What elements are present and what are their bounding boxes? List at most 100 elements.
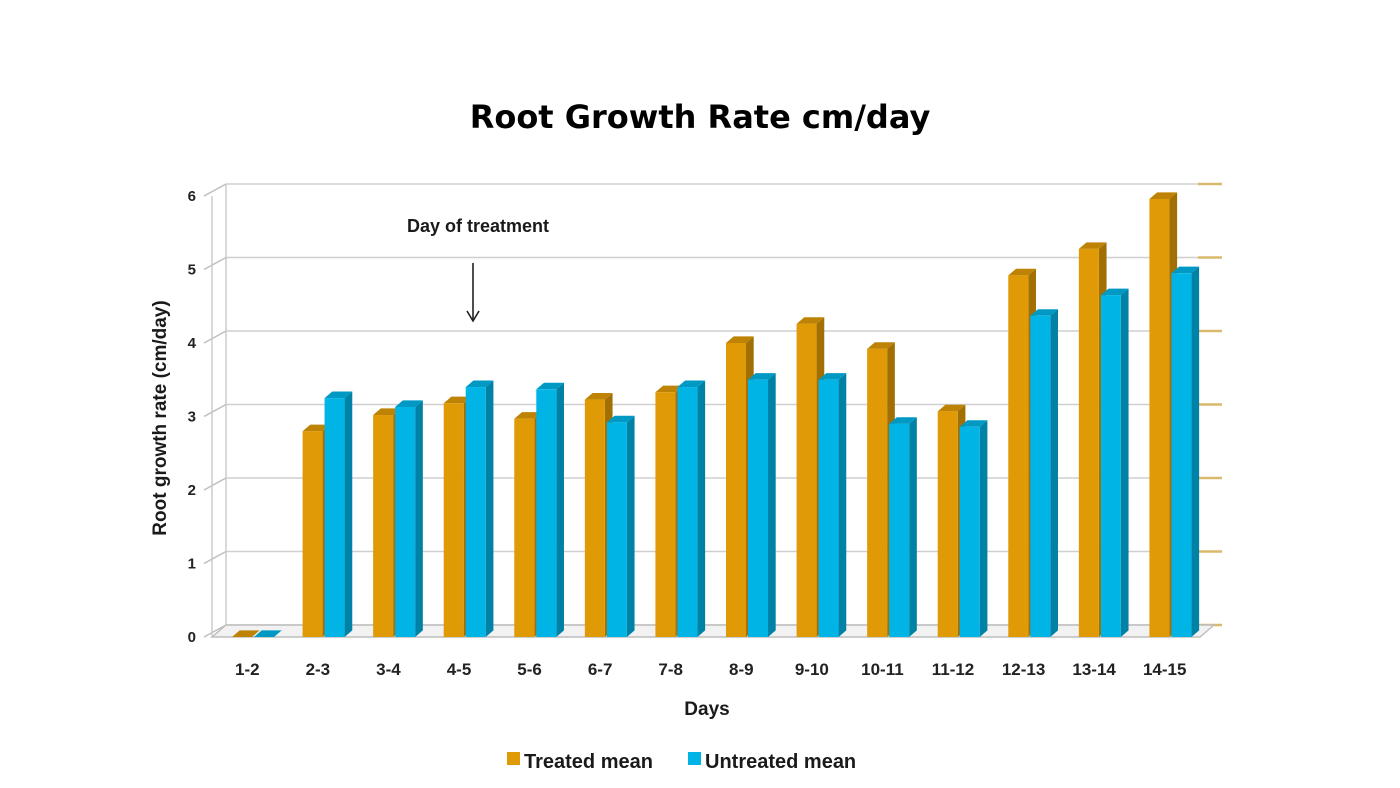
bar-front <box>677 387 698 637</box>
x-tick-label: 13-14 <box>1072 660 1116 679</box>
bar-top <box>937 404 966 412</box>
bar <box>959 420 988 637</box>
bar-top <box>606 415 635 423</box>
bar-front <box>514 418 535 637</box>
treatment-arrow-icon <box>466 263 480 323</box>
x-tick-label: 11-12 <box>932 660 975 679</box>
gridline-depth <box>203 477 227 491</box>
gridline-depth <box>203 330 227 344</box>
bar-top <box>302 424 331 432</box>
bar <box>395 400 423 637</box>
bar-front <box>959 426 980 637</box>
bar-side <box>485 380 494 637</box>
bar-front <box>324 398 345 637</box>
bar-side <box>1120 288 1129 637</box>
bar-top <box>889 417 917 424</box>
y-axis-label: Root growth rate (cm/day) <box>150 300 171 535</box>
bar-front <box>937 411 958 637</box>
y-tick-label: 2 <box>188 482 196 499</box>
bar-side <box>626 415 635 637</box>
bars <box>232 192 1200 638</box>
gridline-depth <box>203 256 227 271</box>
bar-front <box>748 379 768 637</box>
bar <box>677 380 706 637</box>
legend-swatch-treated <box>507 752 520 765</box>
bar-front <box>443 403 464 637</box>
bar-front <box>1030 315 1051 637</box>
y-tick-label: 1 <box>188 556 196 573</box>
bar <box>465 380 494 637</box>
bar-top <box>818 373 847 380</box>
bar-top <box>536 382 564 390</box>
gridline-depth <box>203 403 227 418</box>
bar-side <box>838 373 847 637</box>
bar-side <box>556 382 564 637</box>
bar-top <box>1149 192 1178 199</box>
bar-front <box>1171 273 1192 637</box>
x-tick-label: 10-11 <box>861 660 904 679</box>
legend-label-untreated: Untreated mean <box>705 751 856 773</box>
y-tick-label: 0 <box>188 629 196 646</box>
gridline-depth <box>203 550 227 565</box>
bar-top <box>232 630 260 637</box>
y-tick-label: 4 <box>188 335 197 352</box>
bar-front <box>536 389 557 637</box>
treatment-annotation: Day of treatment <box>407 216 549 236</box>
bar-side <box>344 391 353 637</box>
bar <box>818 373 847 637</box>
bar-side <box>697 380 706 637</box>
bar-side <box>415 400 423 637</box>
bar-top <box>514 412 542 419</box>
bar-top <box>726 336 754 343</box>
bar-front <box>302 431 323 637</box>
legend: Treated mean Untreated mean <box>507 751 856 773</box>
x-tick-label: 3-4 <box>376 660 401 679</box>
bar-front <box>818 379 839 637</box>
x-tick-label: 12-13 <box>1002 660 1045 679</box>
bar-top <box>1008 268 1036 276</box>
bar-front <box>1149 198 1170 637</box>
x-tick-label: 8-9 <box>729 660 754 679</box>
bar <box>1171 266 1200 637</box>
bar-front <box>395 406 416 637</box>
bar <box>232 630 260 638</box>
bar-side <box>979 420 988 637</box>
x-tick-label: 5-6 <box>517 660 542 679</box>
bar-top <box>677 380 706 388</box>
bar <box>748 373 776 637</box>
chart-title: Root Growth Rate cm/day <box>469 98 931 136</box>
gridline-depth <box>203 624 227 638</box>
bar <box>254 630 282 638</box>
bar-front <box>867 348 888 637</box>
bar-front <box>1078 248 1099 638</box>
bar-top <box>465 380 494 388</box>
bar <box>1030 309 1058 637</box>
x-tick-label: 2-3 <box>306 660 331 679</box>
bar-top <box>1100 288 1129 296</box>
legend-label-treated: Treated mean <box>524 751 653 773</box>
y-tick-label: 3 <box>188 409 196 426</box>
bar-top <box>796 317 825 324</box>
bar <box>606 415 635 637</box>
bar-front <box>796 323 817 637</box>
bar-top <box>373 408 401 416</box>
bar-side <box>1050 309 1058 637</box>
bar <box>536 382 564 637</box>
y-tick-label: 5 <box>188 262 196 279</box>
chart-floor <box>210 624 1216 638</box>
x-tick-label: 7-8 <box>658 660 683 679</box>
legend-swatch-untreated <box>688 752 701 765</box>
bar-front <box>655 392 676 637</box>
bar-front <box>889 423 910 637</box>
bar-front <box>465 387 486 637</box>
bar-top <box>324 391 353 399</box>
bar-front <box>606 422 627 637</box>
bar-front <box>1008 275 1029 637</box>
bar-top <box>655 385 684 393</box>
bar-top <box>584 392 613 400</box>
bar-front <box>373 415 394 637</box>
bar <box>889 417 917 637</box>
x-tick-label: 1-2 <box>235 660 260 679</box>
bar-top <box>1171 266 1200 274</box>
